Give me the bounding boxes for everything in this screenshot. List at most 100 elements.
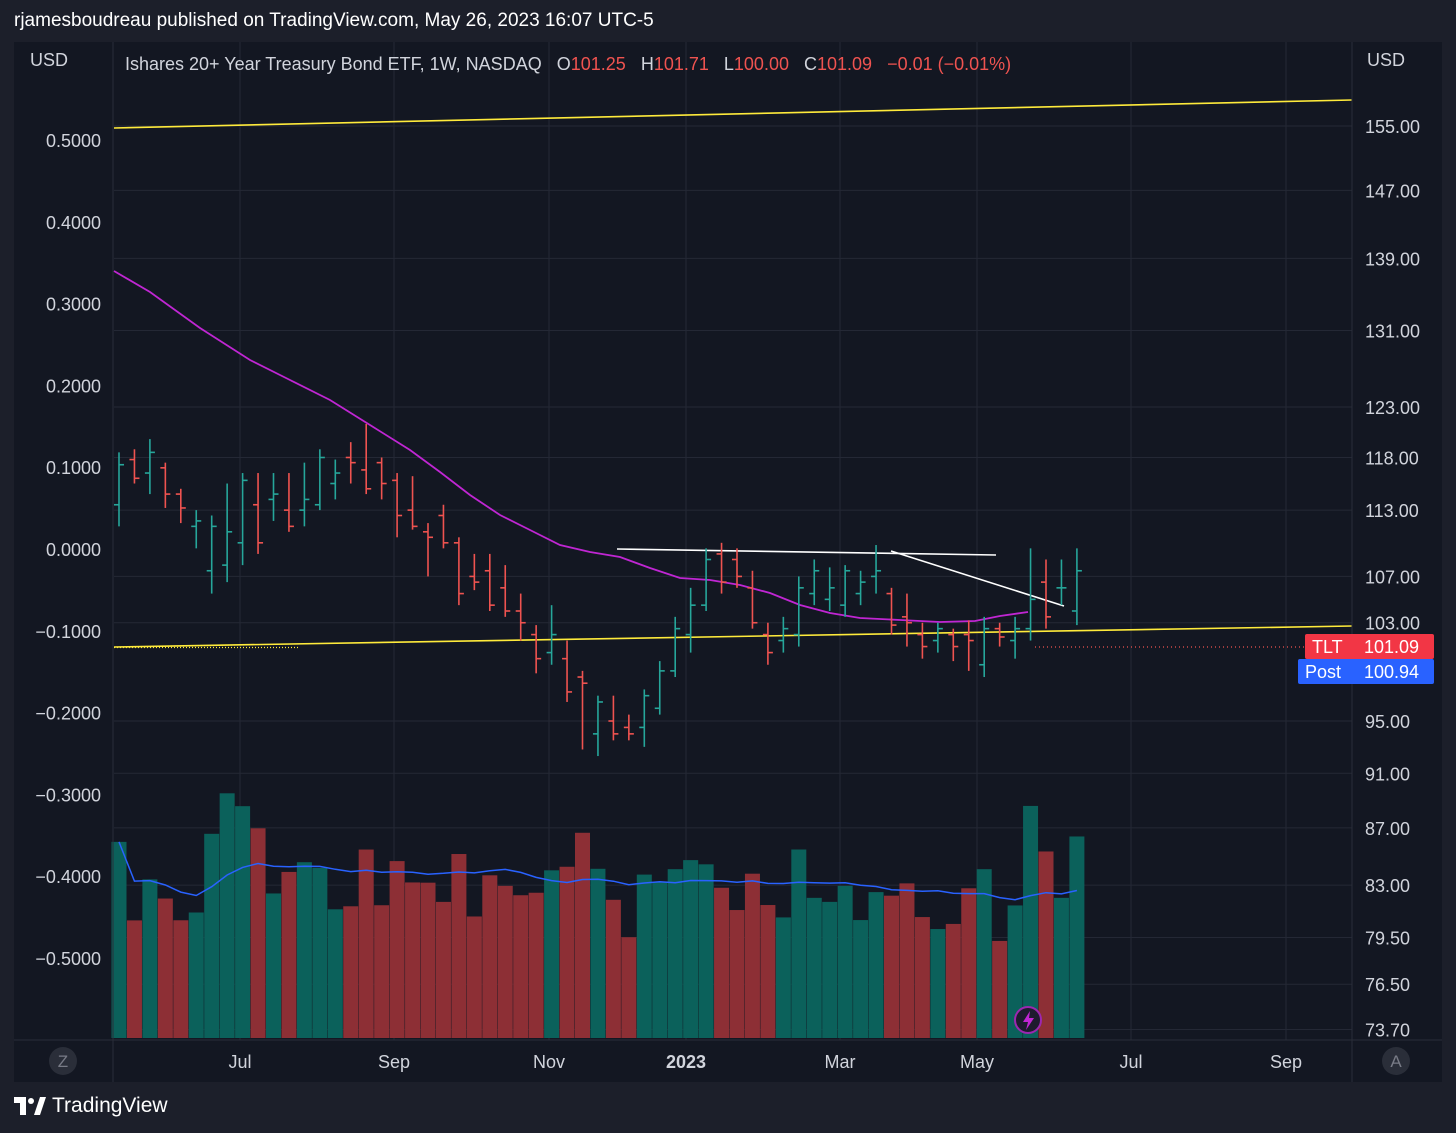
volume-bar bbox=[219, 793, 235, 1038]
volume-bar bbox=[837, 885, 853, 1038]
legend-change: −0.01 (−0.01%) bbox=[887, 54, 1011, 74]
left-axis-tick: −0.5000 bbox=[35, 949, 101, 969]
post-price-tag-label: Post bbox=[1305, 662, 1341, 682]
right-axis-tick: 123.00 bbox=[1365, 398, 1420, 418]
tradingview-logo[interactable]: TradingView bbox=[14, 1094, 168, 1118]
ohlc-bar bbox=[871, 545, 882, 594]
post-price-tag: Post 100.94 bbox=[1298, 659, 1434, 684]
right-axis-tick: 95.00 bbox=[1365, 712, 1410, 732]
left-axis-tick: 0.2000 bbox=[46, 376, 101, 396]
volume-bar bbox=[822, 901, 838, 1038]
ohlc-bar bbox=[1056, 559, 1067, 606]
legend-o-label: O bbox=[557, 54, 571, 74]
resistance-line-horizontal[interactable] bbox=[616, 548, 997, 556]
ohlc-bar bbox=[345, 442, 356, 484]
right-axis-tick: 103.00 bbox=[1365, 614, 1420, 634]
volume-bar bbox=[853, 920, 869, 1038]
time-axis-tick: Sep bbox=[1270, 1052, 1302, 1072]
trendline-lower[interactable] bbox=[113, 625, 1353, 648]
volume-bar bbox=[559, 866, 575, 1038]
ohlc-bar bbox=[840, 565, 851, 617]
volume-bar bbox=[204, 833, 220, 1038]
ohlc-bar bbox=[500, 565, 511, 617]
ohlc-bar bbox=[562, 640, 573, 702]
time-axis-tick: Jul bbox=[228, 1052, 251, 1072]
volume-bar bbox=[544, 870, 560, 1038]
ohlc-bar bbox=[963, 620, 974, 671]
ohlc-bar bbox=[314, 449, 325, 511]
volume-bar bbox=[451, 854, 467, 1038]
left-price-axis[interactable]: 0.5000 0.4000 0.3000 0.2000 0.1000 0.0000 −0.1… bbox=[35, 131, 101, 969]
publish-header: rjamesboudreau published on TradingView.… bbox=[14, 10, 654, 31]
volume-bar bbox=[961, 888, 977, 1038]
legend-c-label: C bbox=[804, 54, 817, 74]
ohlc-bar bbox=[191, 510, 202, 549]
ohlc-bar bbox=[453, 537, 464, 606]
right-axis-tick: 83.00 bbox=[1365, 876, 1410, 896]
volume-bar bbox=[435, 901, 451, 1038]
right-axis-tick: 131.00 bbox=[1365, 321, 1420, 341]
volume-bar bbox=[188, 912, 204, 1038]
right-axis-tick: 107.00 bbox=[1365, 567, 1420, 587]
resistance-line-descending[interactable] bbox=[890, 550, 1065, 607]
left-axis-tick: 0.4000 bbox=[46, 213, 101, 233]
left-axis-tick: −0.1000 bbox=[35, 622, 101, 642]
ohlc-bar bbox=[531, 625, 542, 674]
ohlc-bar bbox=[253, 473, 264, 554]
volume-bar bbox=[714, 887, 730, 1038]
legend-symbol-name: Ishares 20+ Year Treasury Bond ETF, 1W, … bbox=[125, 54, 542, 74]
volume-bar bbox=[1069, 836, 1085, 1038]
time-axis-tick: Nov bbox=[533, 1052, 565, 1072]
volume-bar bbox=[266, 893, 281, 1038]
ohlc-bar bbox=[392, 473, 403, 538]
ohlc-bar bbox=[144, 439, 155, 495]
ohlc-bar bbox=[732, 548, 742, 588]
volume-bar bbox=[281, 871, 297, 1038]
volume-bar bbox=[945, 923, 961, 1038]
time-axis[interactable]: Jul Sep Nov 2023 Mar May Jul Sep bbox=[228, 1052, 1302, 1072]
right-axis-tick: 79.50 bbox=[1365, 928, 1410, 948]
ohlc-bar bbox=[299, 462, 310, 527]
time-axis-tick: May bbox=[960, 1052, 994, 1072]
trendline-upper[interactable] bbox=[113, 99, 1353, 129]
volume-bar bbox=[111, 841, 127, 1038]
right-corner-a-button[interactable]: A bbox=[1382, 1047, 1410, 1075]
legend-h-value: 101.71 bbox=[654, 54, 709, 74]
volume-bar bbox=[389, 861, 405, 1038]
volume-bar bbox=[868, 892, 884, 1038]
volume-bar bbox=[482, 875, 498, 1038]
volume-bar bbox=[652, 882, 668, 1038]
ohlc-bar bbox=[1010, 616, 1021, 659]
ohlc-bar bbox=[546, 605, 557, 665]
ohlc-bar bbox=[175, 488, 186, 524]
right-price-axis[interactable]: 155.00 147.00 139.00 131.00 123.00 118.00 113.… bbox=[1365, 117, 1420, 1041]
volume-bar bbox=[744, 873, 760, 1038]
lightning-icon[interactable] bbox=[1014, 1006, 1042, 1034]
volume-moving-average-line bbox=[118, 841, 1078, 901]
ohlc-bar bbox=[129, 449, 140, 484]
right-axis-tick: 139.00 bbox=[1365, 249, 1420, 269]
time-axis-tick: Jul bbox=[1119, 1052, 1142, 1072]
ohlc-bar bbox=[1041, 559, 1051, 629]
right-axis-tick: 155.00 bbox=[1365, 117, 1420, 137]
volume-bar bbox=[374, 905, 390, 1038]
left-axis-tick: −0.4000 bbox=[35, 867, 101, 887]
tlt-price-tag-label: TLT bbox=[1312, 637, 1343, 657]
volume-bar bbox=[1007, 905, 1023, 1038]
ohlc-bar bbox=[376, 457, 387, 500]
ohlc-bar bbox=[762, 622, 773, 665]
ohlc-bar bbox=[901, 593, 912, 647]
ohlc-bar bbox=[114, 452, 124, 527]
ohlc-bar bbox=[979, 616, 990, 678]
ohlc-bar bbox=[222, 483, 233, 583]
volume-bar bbox=[1038, 851, 1054, 1038]
ohlc-bar bbox=[654, 661, 665, 715]
ohlc-bar bbox=[160, 462, 171, 508]
ohlc-bar bbox=[824, 567, 835, 611]
volume-bar bbox=[806, 897, 822, 1038]
moving-average-line bbox=[113, 270, 1029, 623]
volume-bar bbox=[590, 868, 606, 1038]
legend-symbol[interactable]: Ishares 20+ Year Treasury Bond ETF, 1W, … bbox=[125, 54, 1011, 74]
left-corner-z-button[interactable]: Z bbox=[49, 1047, 77, 1075]
